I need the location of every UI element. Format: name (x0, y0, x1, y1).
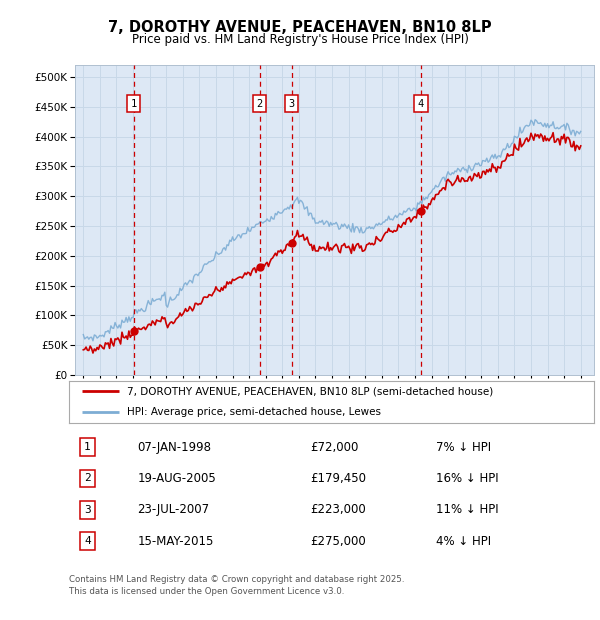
Text: £223,000: £223,000 (311, 503, 366, 516)
Text: 23-JUL-2007: 23-JUL-2007 (137, 503, 209, 516)
Text: 4% ↓ HPI: 4% ↓ HPI (437, 534, 491, 547)
Text: 15-MAY-2015: 15-MAY-2015 (137, 534, 214, 547)
Text: 7, DOROTHY AVENUE, PEACEHAVEN, BN10 8LP: 7, DOROTHY AVENUE, PEACEHAVEN, BN10 8LP (108, 20, 492, 35)
Text: 1: 1 (131, 99, 137, 109)
Text: 3: 3 (289, 99, 295, 109)
Text: Contains HM Land Registry data © Crown copyright and database right 2025.: Contains HM Land Registry data © Crown c… (69, 575, 404, 585)
Text: £72,000: £72,000 (311, 441, 359, 454)
Text: 4: 4 (418, 99, 424, 109)
Text: 1: 1 (84, 442, 91, 452)
Text: 3: 3 (84, 505, 91, 515)
Text: This data is licensed under the Open Government Licence v3.0.: This data is licensed under the Open Gov… (69, 587, 344, 596)
Text: 7% ↓ HPI: 7% ↓ HPI (437, 441, 491, 454)
Text: £179,450: £179,450 (311, 472, 367, 485)
Text: 19-AUG-2005: 19-AUG-2005 (137, 472, 216, 485)
Text: £275,000: £275,000 (311, 534, 366, 547)
Text: 4: 4 (84, 536, 91, 546)
Text: 7, DOROTHY AVENUE, PEACEHAVEN, BN10 8LP (semi-detached house): 7, DOROTHY AVENUE, PEACEHAVEN, BN10 8LP … (127, 386, 493, 396)
Text: 07-JAN-1998: 07-JAN-1998 (137, 441, 211, 454)
Text: 2: 2 (256, 99, 263, 109)
Text: 11% ↓ HPI: 11% ↓ HPI (437, 503, 499, 516)
Text: HPI: Average price, semi-detached house, Lewes: HPI: Average price, semi-detached house,… (127, 407, 381, 417)
Text: Price paid vs. HM Land Registry's House Price Index (HPI): Price paid vs. HM Land Registry's House … (131, 33, 469, 46)
Text: 16% ↓ HPI: 16% ↓ HPI (437, 472, 499, 485)
Text: 2: 2 (84, 474, 91, 484)
